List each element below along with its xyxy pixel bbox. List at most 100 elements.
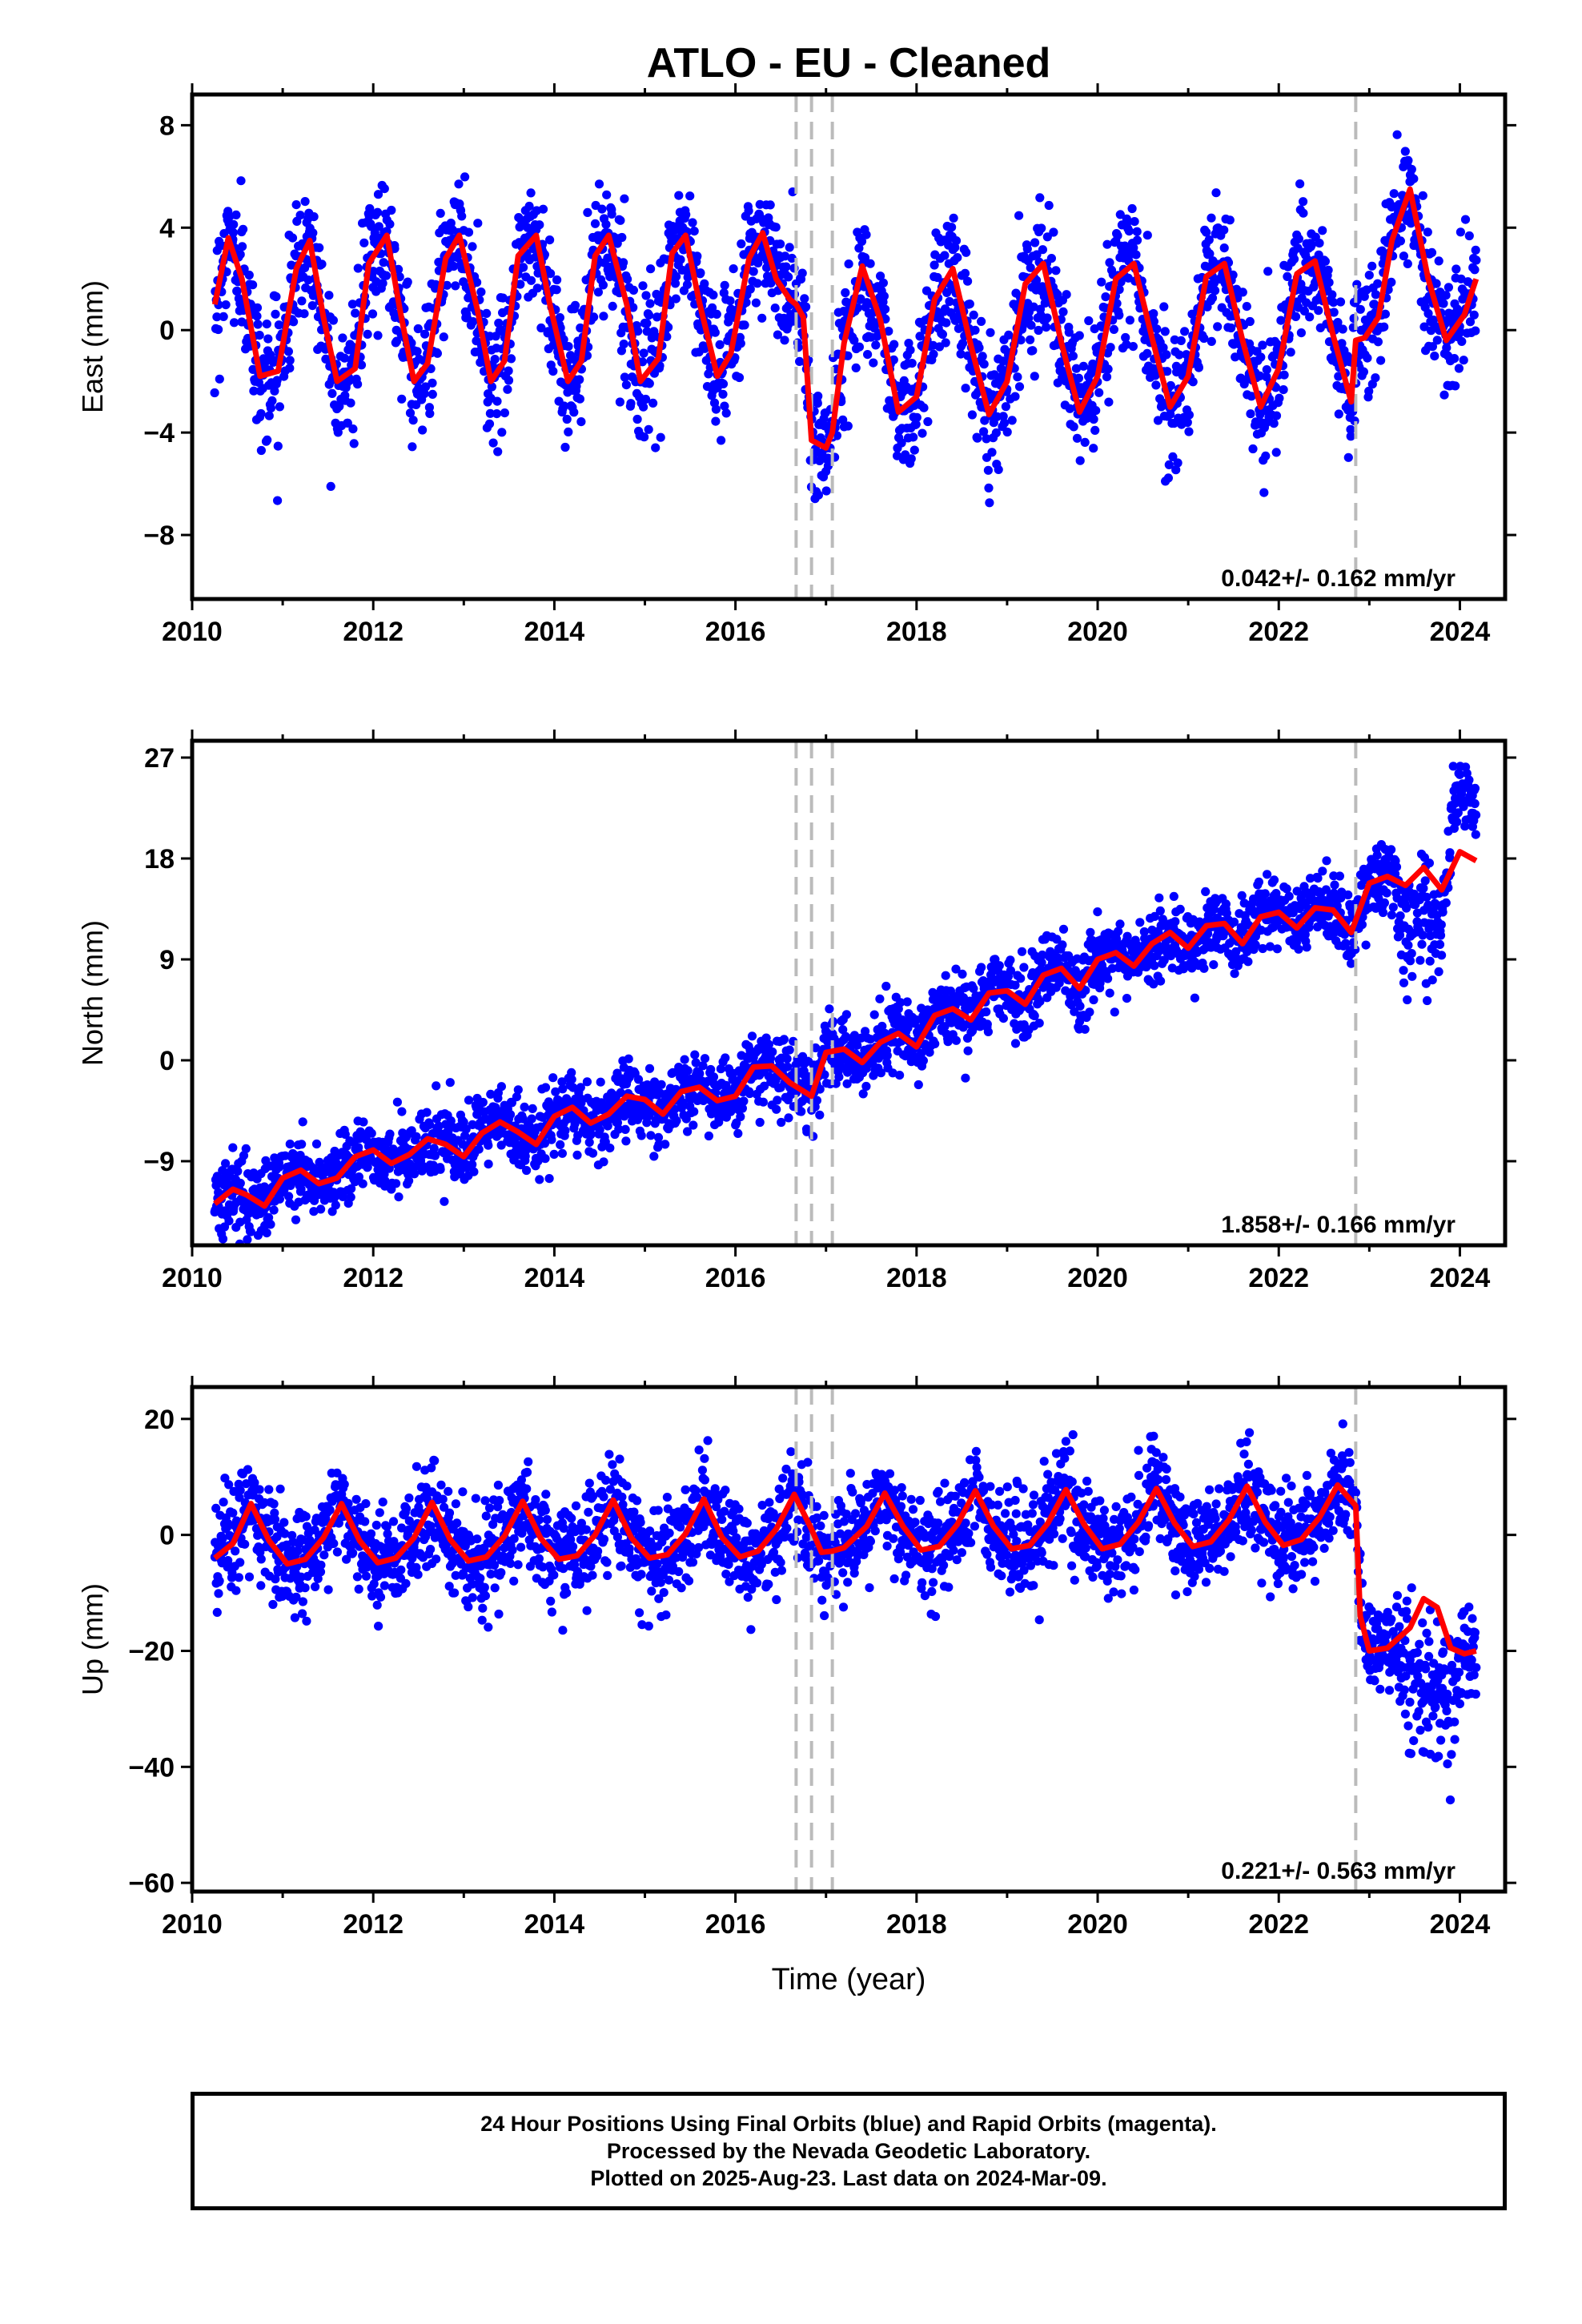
data-point: [552, 285, 561, 295]
data-point: [420, 329, 430, 339]
data-point: [331, 1200, 340, 1210]
data-point: [535, 1175, 544, 1184]
data-point: [291, 200, 301, 210]
data-point: [307, 301, 317, 311]
data-point: [384, 1164, 394, 1173]
data-point: [248, 280, 258, 290]
data-point: [876, 1068, 885, 1078]
data-point: [998, 412, 1008, 421]
data-point: [888, 1068, 897, 1078]
data-point: [1363, 353, 1372, 363]
data-point: [1451, 381, 1460, 391]
data-point: [1034, 325, 1043, 336]
data-point: [653, 1132, 664, 1142]
data-point: [494, 318, 504, 328]
data-point: [1006, 955, 1015, 965]
data-point: [1246, 409, 1255, 419]
data-point: [745, 284, 755, 294]
data-point: [797, 1107, 806, 1116]
data-point: [1142, 231, 1152, 240]
data-point: [564, 342, 573, 352]
data-point: [1097, 277, 1106, 287]
data-point: [1207, 213, 1216, 223]
data-point: [440, 1196, 449, 1206]
data-point: [661, 1140, 670, 1149]
data-point: [548, 1073, 558, 1083]
data-point: [977, 316, 986, 326]
data-point: [347, 300, 357, 309]
data-point: [1121, 332, 1130, 343]
data-point: [544, 1174, 554, 1184]
data-point: [747, 1031, 757, 1041]
x-tick-label: 2022: [1248, 617, 1309, 647]
data-point: [1131, 250, 1141, 259]
data-point: [1231, 352, 1240, 362]
data-point: [1213, 322, 1223, 332]
data-point: [1038, 950, 1047, 960]
data-point: [784, 1113, 793, 1123]
data-point: [219, 312, 228, 321]
data-point: [737, 239, 746, 249]
data-point: [1091, 405, 1101, 416]
data-point: [464, 1096, 474, 1105]
data-point: [1058, 307, 1068, 316]
data-point: [373, 207, 383, 217]
data-point: [982, 1007, 991, 1017]
data-point: [1006, 966, 1015, 975]
data-point: [725, 296, 735, 306]
panel-east: 2010 2012 2014 2016 2018 2020 2022 2024−8−4048E…: [76, 83, 1516, 647]
data-point: [706, 1064, 716, 1075]
y-tick-label: 8: [159, 111, 175, 141]
data-point: [583, 207, 592, 217]
data-point: [358, 1179, 367, 1188]
data-point: [1260, 889, 1270, 899]
data-point: [656, 1080, 666, 1089]
data-point: [1089, 414, 1098, 424]
data-point: [1227, 323, 1236, 333]
data-point: [238, 242, 247, 251]
data-point: [1170, 917, 1180, 927]
data-point: [235, 250, 245, 259]
data-point: [795, 356, 805, 366]
data-point: [646, 1131, 656, 1140]
data-point: [875, 994, 885, 1003]
data-point: [861, 1027, 870, 1036]
data-point: [1026, 335, 1035, 344]
data-point: [1456, 274, 1466, 283]
data-point: [363, 329, 372, 339]
data-point: [432, 1081, 441, 1091]
data-point: [998, 356, 1008, 366]
data-point: [1377, 246, 1387, 255]
data-point: [721, 1080, 731, 1090]
data-point: [640, 432, 649, 442]
data-point: [962, 247, 971, 257]
data-point: [851, 363, 861, 372]
data-point: [1456, 328, 1465, 337]
data-point: [1171, 465, 1181, 475]
data-point: [1419, 322, 1429, 332]
data-point: [1207, 336, 1216, 346]
data-point: [672, 271, 681, 281]
data-point: [626, 399, 636, 408]
data-point: [557, 1077, 567, 1087]
data-point: [762, 263, 772, 272]
data-point: [547, 1135, 556, 1144]
data-point: [676, 255, 685, 264]
data-point: [1238, 287, 1247, 297]
data-point: [683, 1066, 693, 1076]
data-point: [841, 1010, 851, 1019]
data-point: [907, 359, 917, 368]
data-point: [1123, 273, 1133, 283]
data-point: [877, 1021, 887, 1031]
data-point: [648, 398, 658, 408]
data-point: [414, 383, 424, 393]
data-point: [689, 1120, 698, 1130]
data-point: [575, 394, 585, 404]
data-point: [1371, 373, 1380, 383]
data-point: [1081, 986, 1090, 995]
data-point: [1030, 238, 1040, 247]
data-point: [1296, 328, 1306, 338]
data-point: [1307, 240, 1316, 250]
data-point: [262, 1228, 271, 1238]
data-point: [863, 350, 873, 360]
